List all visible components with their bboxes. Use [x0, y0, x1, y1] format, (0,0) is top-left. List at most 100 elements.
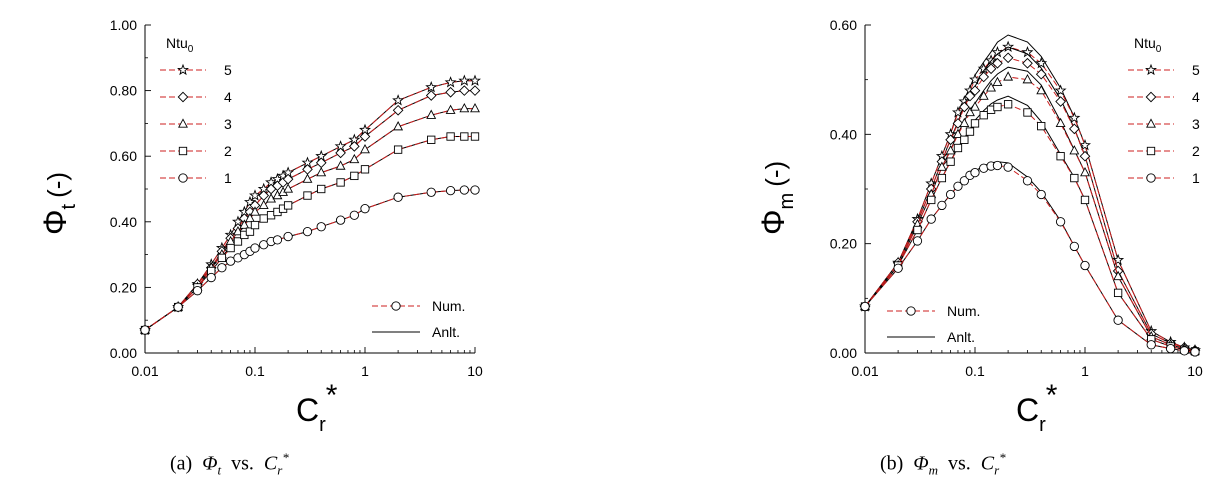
- data-point-1: [953, 181, 963, 191]
- y-tick-label: 0.20: [110, 279, 137, 295]
- data-point-1: [140, 325, 150, 335]
- legend-marker-num: [391, 301, 401, 311]
- data-point-2: [250, 220, 260, 230]
- y-tick-label: 1.00: [110, 17, 137, 33]
- data-point-4: [959, 101, 970, 113]
- legend-label-3: 3: [224, 116, 232, 132]
- x-tick-label: 10: [1187, 363, 1203, 379]
- legend-label-4: 4: [1192, 89, 1200, 105]
- data-point-3: [239, 219, 250, 229]
- legend-title-subscript: 0: [1156, 44, 1162, 55]
- legend-marker-4: [177, 91, 189, 103]
- x-axis-title-superscript: *: [1046, 379, 1058, 412]
- chart-phi-t: 0.01 0.1 1 100.000.200.400.600.801.00Cr*Φt(…: [37, 17, 483, 436]
- data-point-1: [992, 160, 1003, 171]
- data-point-4: [302, 163, 313, 175]
- legend-marker-num: [906, 306, 916, 316]
- data-point-1: [426, 187, 436, 197]
- data-point-3: [970, 101, 980, 111]
- data-point-1: [445, 185, 456, 196]
- data-point-1: [272, 235, 283, 245]
- data-point-5: [444, 76, 457, 88]
- y-axis-title-symbol: Φ: [755, 209, 791, 235]
- data-point-1: [1069, 241, 1079, 252]
- x-axis-title: Cr*: [296, 379, 338, 436]
- data-point-1: [470, 185, 480, 195]
- data-point-2: [1113, 288, 1123, 298]
- data-point-2: [259, 214, 268, 223]
- legend-title-subscript: 0: [188, 44, 194, 55]
- data-point-3: [1055, 117, 1066, 128]
- data-point-2: [350, 171, 359, 181]
- y-tick-label: 0.40: [110, 214, 137, 230]
- data-point-5: [985, 54, 998, 66]
- analytical-line-4: [864, 46, 1196, 351]
- legend-title: Ntu0: [1134, 35, 1162, 55]
- data-point-4: [1069, 123, 1080, 135]
- data-point-4: [425, 90, 437, 101]
- data-point-5: [1068, 111, 1081, 124]
- data-point-2: [470, 132, 480, 141]
- data-point-1: [1003, 162, 1013, 172]
- legend-label-1: 1: [224, 170, 232, 186]
- data-point-3: [1113, 270, 1124, 281]
- data-point-3: [233, 225, 243, 236]
- legend-marker-5: [177, 63, 189, 76]
- legend-marker-1: [1146, 173, 1156, 183]
- data-point-2: [226, 243, 235, 253]
- data-point-5: [458, 74, 471, 86]
- data-point-5: [1079, 138, 1091, 151]
- data-point-1: [1080, 260, 1090, 271]
- data-point-3: [426, 109, 437, 119]
- data-point-1: [1113, 315, 1123, 325]
- data-point-2: [1003, 100, 1013, 109]
- data-point-4: [445, 86, 456, 98]
- numerical-line-5: [864, 46, 1196, 351]
- data-point-5: [425, 81, 438, 93]
- data-point-3: [445, 104, 456, 114]
- data-point-1: [959, 176, 969, 186]
- y-tick-label: 0.20: [830, 236, 857, 252]
- legend-method: Num. Anlt.: [372, 298, 465, 340]
- data-point-4: [1035, 68, 1047, 80]
- y-tick-label: 0.60: [110, 148, 137, 164]
- data-point-2: [1037, 121, 1046, 131]
- legend-label-3: 3: [1192, 116, 1200, 132]
- x-tick-label: 1: [361, 363, 369, 379]
- x-axis-title-superscript: *: [326, 379, 338, 412]
- data-point-1: [360, 204, 370, 214]
- data-point-3: [1022, 74, 1033, 84]
- data-point-2: [1070, 173, 1079, 183]
- data-point-2: [446, 132, 455, 141]
- data-point-5: [249, 189, 261, 201]
- data-point-3: [1003, 71, 1014, 81]
- data-point-4: [469, 85, 481, 96]
- caption-a: (a) Φt vs. Cr*: [170, 450, 289, 479]
- data-point-2: [283, 201, 293, 210]
- data-point-1: [1022, 176, 1033, 186]
- caption-a-vs: vs.: [231, 452, 254, 475]
- data-point-2: [393, 145, 403, 154]
- numerical-line-3: [864, 76, 1196, 352]
- data-point-3: [945, 145, 956, 155]
- data-point-2: [927, 195, 936, 205]
- data-point-4: [315, 157, 327, 169]
- caption-a-c-subscript: r: [277, 462, 283, 478]
- x-tick-label: 1: [1081, 363, 1089, 379]
- x-axis-title-subscript: r: [319, 414, 326, 436]
- y-axis-title-symbol: Φ: [37, 209, 73, 235]
- data-point-2: [993, 102, 1002, 112]
- data-point-1: [250, 243, 260, 253]
- data-point-2: [427, 135, 436, 144]
- legend-label-anlt: Anlt.: [947, 329, 975, 345]
- data-point-2: [217, 253, 227, 263]
- data-point-5: [1002, 40, 1015, 52]
- legend-label-5: 5: [224, 62, 232, 78]
- data-point-1: [1165, 343, 1176, 354]
- y-axis-title-unit: (-): [42, 172, 72, 198]
- legend-marker-2: [1146, 146, 1156, 156]
- data-point-4: [335, 147, 346, 159]
- chart-phi-m: 0.01 0.1 1 100.000.200.400.60Cr*Φm(-)Ntu054…: [755, 17, 1203, 436]
- data-point-3: [936, 161, 947, 171]
- caption-b-c-superscript: *: [999, 450, 1006, 465]
